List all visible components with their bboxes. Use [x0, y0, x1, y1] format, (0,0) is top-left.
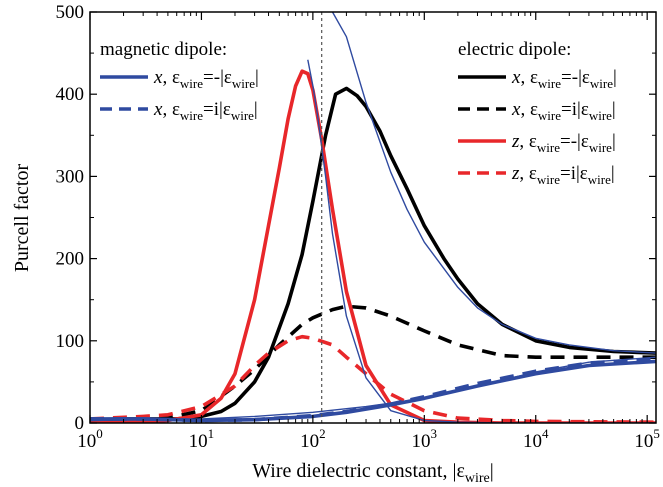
legend-entry: x, εwire=-|εwire| [511, 67, 617, 91]
x-tick-label: 105 [634, 426, 660, 452]
legend-title: electric dipole: [458, 39, 571, 60]
x-tick-label: 102 [300, 426, 326, 452]
legend-entry: z, εwire=i|εwire| [511, 163, 615, 187]
legend-electric: electric dipole: x, εwire=-|εwire| x, εwir… [458, 39, 617, 187]
legend-entry: x, εwire=-|εwire| [153, 67, 259, 91]
legend-entry: x, εwire=i|εwire| [153, 99, 258, 123]
x-tick-label: 103 [412, 426, 438, 452]
y-tick-label: 100 [56, 331, 85, 352]
x-tick-label: 101 [189, 426, 215, 452]
legend-magnetic: magnetic dipole: x, εwire=-|εwire| x, εwir… [100, 39, 259, 123]
x-tick-label: 104 [523, 426, 549, 452]
legend-title: magnetic dipole: [100, 39, 227, 60]
series-line-1 [90, 306, 656, 419]
x-axis-label: Wire dielectric constant, |εwire| [252, 460, 494, 486]
series-line-4 [90, 361, 656, 420]
legend-entry: z, εwire=-|εwire| [511, 131, 616, 155]
y-tick-label: 400 [56, 84, 85, 105]
legend-entry: x, εwire=i|εwire| [511, 99, 616, 123]
y-tick-label: 500 [56, 2, 85, 23]
y-tick-label: 300 [56, 166, 85, 187]
y-axis-label: Purcell factor [11, 164, 33, 273]
y-tick-label: 200 [56, 249, 85, 270]
